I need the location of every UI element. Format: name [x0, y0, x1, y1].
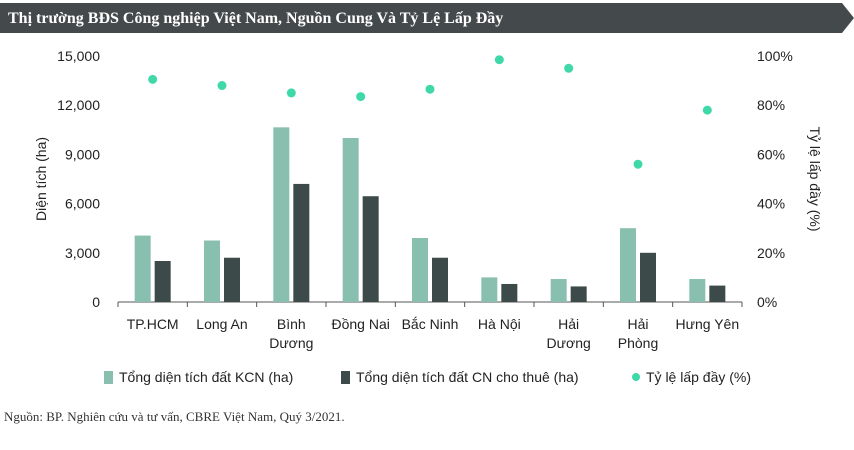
bar-leased-area	[362, 196, 379, 302]
legend-swatch-leased-area	[341, 371, 350, 384]
y2-tick-label: 40%	[757, 196, 785, 212]
y2-tick-label: 80%	[757, 97, 785, 113]
chart: 0 3,000 6,000 9,000 12,000 15,000 0% 20% 40% 60% 8…	[33, 48, 823, 385]
occupancy-rate-dot	[148, 74, 158, 84]
title-banner-background	[0, 3, 854, 33]
x-tick-label: Long An	[196, 316, 247, 332]
occupancy-rate-dot	[494, 55, 504, 65]
occupancy-rate-dot	[633, 159, 643, 169]
bar-total-area	[412, 238, 428, 302]
x-tick-label: Phòng	[618, 335, 658, 351]
bar-leased-area	[501, 283, 518, 302]
bar-leased-area	[224, 257, 240, 302]
y-tick-label: 15,000	[57, 48, 100, 64]
bar-leased-area	[709, 285, 726, 302]
y2-axis-title: Tỷ lệ lấp đầy (%)	[807, 126, 823, 231]
occupancy-rate-dot	[356, 92, 366, 102]
legend-label-occupancy-rate: Tỷ lệ lấp đầy (%)	[646, 369, 751, 385]
source-note: Nguồn: BP. Nghiên cứu và tư vấn, CBRE Vi…	[4, 409, 345, 424]
y-tick-label: 3,000	[65, 245, 100, 261]
x-tick-label: Hải	[627, 316, 648, 332]
y-tick-label: 6,000	[65, 196, 100, 212]
x-tick-label: Hà Nội	[478, 316, 521, 332]
title-banner-shape	[0, 3, 854, 33]
bar-leased-area	[293, 183, 310, 302]
y2-tick-label: 20%	[757, 245, 785, 261]
title-banner: Thị trường BĐS Công nghiệp Việt Nam, Ngu…	[0, 3, 854, 33]
legend-swatch-total-area	[104, 371, 113, 384]
bar-leased-area	[432, 257, 448, 302]
bar-total-area	[204, 240, 220, 302]
y2-tick-label: 0%	[757, 294, 777, 310]
x-tick-label: Hải	[558, 316, 579, 332]
chart-title: Thị trường BĐS Công nghiệp Việt Nam, Ngu…	[8, 10, 504, 27]
bar-total-area	[689, 279, 706, 302]
bar-total-area	[620, 228, 636, 302]
x-tick-label: TP.HCM	[127, 316, 179, 332]
occupancy-rate-dot	[564, 63, 574, 73]
occupancy-rate-dot	[217, 81, 227, 91]
occupancy-rate-dot	[702, 105, 712, 115]
legend-label-total-area: Tổng diện tích đất KCN (ha)	[119, 369, 293, 385]
x-tick-label: Đồng Nai	[331, 316, 389, 332]
bar-total-area	[273, 127, 290, 302]
legend-swatch-occupancy-rate	[632, 373, 640, 381]
y-tick-label: 9,000	[65, 146, 100, 162]
bar-total-area	[550, 279, 567, 302]
y2-tick-label: 100%	[757, 48, 793, 64]
bar-total-area	[134, 235, 151, 302]
occupancy-rate-dot	[286, 88, 296, 98]
y-tick-label: 0	[92, 294, 100, 310]
x-tick-label: Bắc Ninh	[402, 316, 459, 332]
x-tick-label: Dương	[269, 335, 313, 351]
bar-total-area	[481, 277, 498, 302]
y2-tick-label: 60%	[757, 146, 785, 162]
legend-label-leased-area: Tổng diện tích đất CN cho thuê (ha)	[356, 369, 579, 385]
bar-leased-area	[570, 286, 587, 302]
x-tick-label: Hưng Yên	[676, 316, 740, 332]
occupancy-rate-dot	[425, 84, 435, 94]
bar-total-area	[342, 138, 359, 302]
y-axis-title: Diện tích (ha)	[33, 137, 49, 221]
x-tick-label: Dương	[547, 335, 591, 351]
bar-leased-area	[640, 252, 656, 302]
x-tick-label: Bình	[277, 316, 306, 332]
y-tick-label: 12,000	[57, 97, 100, 113]
bar-leased-area	[154, 261, 171, 302]
